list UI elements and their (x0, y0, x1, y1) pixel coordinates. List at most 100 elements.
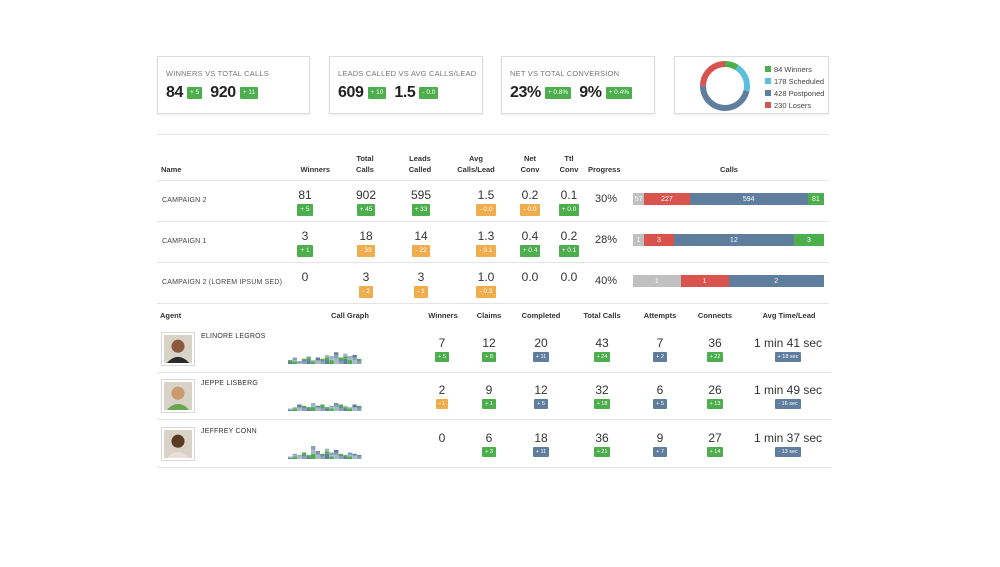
col-header-winners[interactable]: Winners (428, 311, 458, 320)
call-graph-bar (311, 446, 316, 450)
campaign-winners-cell: 81 + 5 (280, 188, 330, 216)
call-graph-bar (329, 357, 334, 361)
call-graph-bar (292, 408, 297, 411)
col-header-total-calls[interactable]: Total Calls (356, 154, 374, 174)
call-graph-bar (357, 361, 362, 364)
call-graph-bar (324, 407, 330, 409)
col-header-net-conv[interactable]: Net Conv (520, 154, 540, 174)
campaign-net-value: 0.0 (521, 270, 539, 284)
divider (157, 372, 831, 373)
agent-avg-time-cell: 1 min 41 sec + 18 sec (748, 336, 828, 362)
delta-badge: + 24 (593, 352, 611, 362)
divider (157, 134, 829, 135)
call-graph-bar (352, 453, 357, 456)
call-graph-bar (357, 358, 362, 361)
col-header-leads-called[interactable]: Leads Called (408, 154, 432, 174)
campaign-name[interactable]: CAMPAIGN 2 (LOREM IPSUM SED) (162, 279, 283, 286)
delta-badge: + 11 (239, 87, 259, 99)
call-graph-bar (334, 449, 339, 453)
call-graph-bar (315, 361, 320, 364)
campaign-leads-cell: 3- 1 (396, 270, 446, 298)
col-header-connects[interactable]: Connects (697, 311, 733, 320)
call-graph-bar (343, 408, 348, 411)
col-header-avg-calls-lead[interactable]: Avg Calls/Lead (457, 154, 495, 174)
call-graph-bar (301, 452, 307, 456)
delta-badge: + 0.4% (605, 87, 632, 99)
call-graph-bar (315, 451, 320, 453)
total-conversion-value: 9% (579, 84, 602, 101)
card-net-vs-total-conversion: NET VS TOTAL CONVERSION 23% + 0.8% 9% + … (501, 56, 655, 114)
delta-badge: + 3 (482, 447, 496, 457)
call-graph-bar (324, 357, 330, 361)
campaign-name[interactable]: CAMPAIGN 2 (162, 197, 207, 204)
call-graph-bar (334, 352, 339, 355)
agent-avg-time-value: 1 min 49 sec (753, 383, 823, 397)
call-graph-bar (334, 354, 339, 359)
campaign-leads-value: 3 (417, 270, 425, 284)
delta-badge: - 0.0 (520, 204, 540, 216)
campaign-avg-value: 1.3 (477, 229, 495, 243)
agent-completed-cell: 12 + 5 (516, 383, 566, 409)
agent-claims-value: 6 (485, 431, 493, 445)
call-graph-bar (343, 353, 348, 357)
col-header-total-calls[interactable]: Total Calls (583, 311, 621, 320)
col-header-name[interactable]: Name (161, 165, 182, 174)
legend-item-winners: 84 Winners (765, 63, 824, 75)
campaign-net-value: 0.2 (521, 188, 539, 202)
col-header-calls[interactable]: Calls (720, 165, 738, 174)
call-graph-bar (292, 360, 297, 362)
agent-attempts-cell: 6 + 5 (635, 383, 685, 409)
agent-total-cell: 43 + 24 (577, 336, 627, 362)
delta-badge: + 5 (297, 204, 313, 216)
campaign-winners-cell: 3 + 1 (280, 229, 330, 257)
col-header-attempts[interactable]: Attempts (643, 311, 677, 320)
campaign-total-value: 3 (362, 270, 370, 284)
col-header-winners[interactable]: Winners (300, 165, 330, 174)
col-header-ttl-conv[interactable]: Ttl Conv (559, 154, 579, 174)
call-graph-bar (301, 456, 307, 459)
call-graph-bar (301, 360, 307, 362)
agent-connects-value: 26 (708, 383, 722, 397)
call-graph-bar (311, 453, 316, 459)
call-graph-bar (311, 361, 316, 364)
call-graph-bar (297, 456, 302, 459)
delta-badge: + 5 (435, 352, 449, 362)
delta-badge: + 13 (706, 399, 724, 409)
call-graph-bar (306, 408, 311, 411)
col-header-agent[interactable]: Agent (160, 311, 182, 320)
agent-name[interactable]: JEPPE LISBERG (201, 380, 259, 387)
col-header-completed[interactable]: Completed (521, 311, 561, 320)
col-header-call-graph[interactable]: Call Graph (331, 311, 369, 320)
agent-completed-value: 12 (534, 383, 548, 397)
delta-badge: + 1 (297, 245, 313, 257)
person-avatar-icon (161, 427, 195, 461)
legend-item-postponed: 428 Postponed (765, 87, 824, 99)
col-header-progress[interactable]: Progress (588, 165, 621, 174)
call-graph-bar (343, 358, 348, 364)
call-graph-bar (306, 360, 311, 364)
winners-count: 84 (166, 84, 183, 101)
delta-badge: - 1 (414, 286, 428, 298)
agent-name[interactable]: ELINORE LEGROS (201, 333, 266, 340)
agent-attempts-cell: 9 + 7 (635, 431, 685, 457)
call-graph-bar (347, 360, 353, 364)
campaign-avg-cell: 1.0 - 0.3 (461, 270, 511, 298)
agent-name[interactable]: JEFFREY CONN (201, 428, 257, 435)
call-graph-bar (329, 360, 334, 364)
call-graph-bar (288, 409, 293, 411)
call-graph-bar (297, 408, 302, 411)
col-header-avg-time-lead[interactable]: Avg Time/Lead (762, 311, 816, 320)
calls-segment: 594 (689, 193, 808, 205)
agent-connects-value: 27 (708, 431, 722, 445)
delta-badge: + 18 sec (774, 352, 802, 362)
call-graph-bar (352, 354, 357, 358)
agent-winners-value: 2 (438, 383, 446, 397)
campaign-progress: 40% (595, 275, 618, 287)
delta-badge: - 0.3 (476, 286, 496, 298)
delta-badge: - 2 (359, 286, 373, 298)
agent-total-cell: 32 + 18 (577, 383, 627, 409)
campaign-name[interactable]: CAMPAIGN 1 (162, 238, 207, 245)
delta-badge: + 22 (706, 352, 724, 362)
agent-total-value: 32 (595, 383, 609, 397)
col-header-claims[interactable]: Claims (476, 311, 502, 320)
